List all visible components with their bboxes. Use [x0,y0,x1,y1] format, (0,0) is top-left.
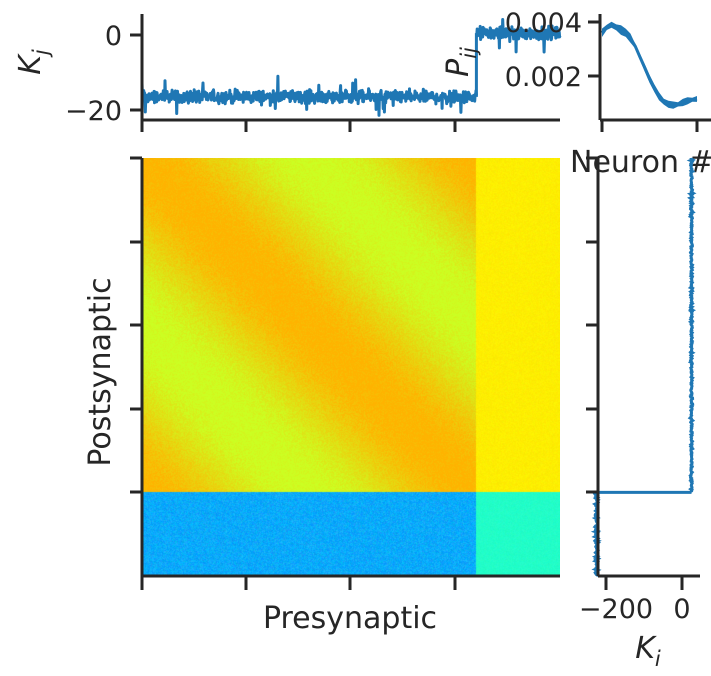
top-yticklabel-0: 0 [105,21,122,52]
top-kj-series-excitatory [140,74,478,117]
profile-yticklabel-0002: 0.002 [505,62,582,93]
right-ki-series-excitatory [686,157,697,494]
top-ylabel: Kj [13,49,53,75]
profile-yticklabel-0004: 0.004 [505,8,582,39]
main-heatmap-panel: Presynaptic Postsynaptic [83,156,560,636]
pij-series [600,22,698,107]
heatmap-image [142,158,560,576]
right-xticklabel-neg200: −200 [579,594,653,625]
top-kj-series-inhibitory [475,18,562,54]
profile-ylabel: Pij [441,47,481,77]
top-marginal-panel: 0 −20 Kj [13,14,562,132]
heatmap-ylabel: Postsynaptic [83,277,118,466]
top-yticklabel-neg20: −20 [65,96,122,127]
right-marginal-panel: −200 0 Ki [579,156,700,671]
right-xlabel: Ki [635,631,661,671]
profile-xlabel: Neuron # [570,145,711,180]
pij-band [602,21,697,109]
right-xticklabel-0: 0 [673,594,690,625]
top-right-profile-panel: 0.004 0.002 Pij Neuron # [441,8,711,180]
heatmap-xlabel: Presynaptic [263,601,437,636]
